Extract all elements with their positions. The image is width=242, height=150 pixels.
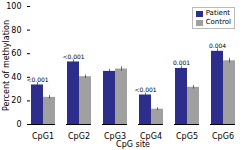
svg-text:CpG4: CpG4 bbox=[140, 132, 162, 142]
svg-text:40: 40 bbox=[11, 73, 21, 82]
svg-text:Percent of methylation: Percent of methylation bbox=[2, 20, 11, 111]
svg-text:0: 0 bbox=[16, 120, 21, 129]
html-text:Control: Control bbox=[205, 18, 231, 26]
svg-text:CpG3: CpG3 bbox=[104, 132, 126, 142]
svg-text:0.001: 0.001 bbox=[173, 59, 190, 66]
svg-text:CpG2: CpG2 bbox=[68, 132, 90, 141]
svg-text:CpG1: CpG1 bbox=[32, 132, 54, 141]
svg-text:CpG6: CpG6 bbox=[212, 132, 234, 141]
html-text:Patient: Patient bbox=[205, 9, 231, 17]
svg-text:<0.001: <0.001 bbox=[62, 53, 84, 60]
svg-text:<0.001: <0.001 bbox=[26, 76, 48, 83]
svg-text:20: 20 bbox=[11, 96, 21, 105]
svg-text:CpG5: CpG5 bbox=[176, 132, 198, 141]
svg-text:CpG site: CpG site bbox=[116, 140, 150, 149]
svg-text:0.004: 0.004 bbox=[209, 42, 226, 49]
svg-text:100: 100 bbox=[6, 2, 21, 11]
svg-text:80: 80 bbox=[11, 26, 21, 35]
svg-text:60: 60 bbox=[11, 49, 21, 58]
svg-text:<0.001: <0.001 bbox=[134, 86, 156, 93]
